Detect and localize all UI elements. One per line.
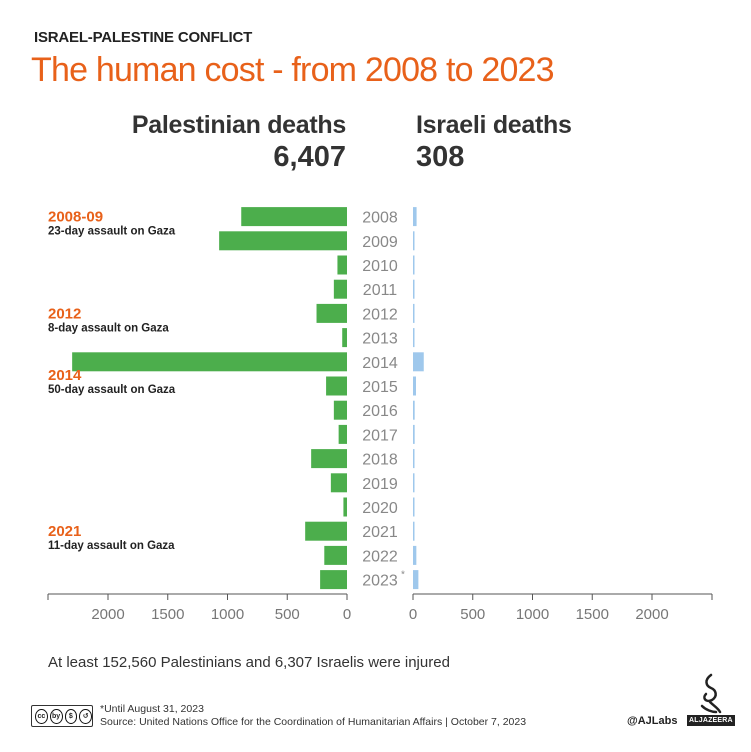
year-label: 2022 bbox=[362, 548, 398, 565]
israeli-bar bbox=[413, 449, 415, 469]
israeli-bar bbox=[413, 545, 417, 565]
israeli-bar bbox=[413, 497, 415, 517]
palestinian-bar bbox=[333, 279, 347, 299]
kicker: ISRAEL-PALESTINE CONFLICT bbox=[34, 29, 253, 46]
left-axis-tick-label: 0 bbox=[343, 606, 351, 623]
headline: The human cost - from 2008 to 2023 bbox=[31, 51, 555, 89]
right-axis-tick-label: 2000 bbox=[635, 606, 668, 623]
israeli-bar bbox=[413, 303, 415, 323]
israeli-total: 308 bbox=[416, 141, 465, 173]
israeli-bar bbox=[413, 521, 415, 541]
year-label: 2008 bbox=[362, 210, 398, 227]
butterfly-chart: 2008 2009 2010 2011 2012 2013 2014 2015 2016 2017… bbox=[47, 207, 713, 623]
left-axis-tick-label: 1000 bbox=[211, 606, 244, 623]
palestinian-bar bbox=[305, 521, 347, 541]
annotation-text: 8-day assault on Gaza bbox=[48, 322, 169, 334]
creative-commons-icon: cc by $ ↺ bbox=[31, 705, 93, 727]
brand-wordmark: ALJAZEERA bbox=[687, 715, 735, 726]
israeli-bar bbox=[413, 279, 415, 299]
year-label: 2016 bbox=[362, 403, 398, 420]
year-label: 2019 bbox=[362, 476, 398, 493]
left-axis-tick-label: 1500 bbox=[151, 606, 184, 623]
annotation-text: 23-day assault on Gaza bbox=[48, 226, 176, 238]
credit: @AJLabs bbox=[627, 715, 678, 727]
year-label: 2015 bbox=[362, 379, 398, 396]
year-label: 2017 bbox=[362, 427, 398, 444]
annotation-year: 2014 bbox=[48, 367, 82, 384]
israeli-header-label: Israeli deaths bbox=[416, 111, 572, 139]
israeli-bar bbox=[413, 328, 415, 348]
year-marker: * bbox=[401, 570, 405, 581]
source: Source: United Nations Office for the Co… bbox=[100, 716, 527, 728]
israeli-bar bbox=[413, 424, 415, 444]
right-axis-tick-label: 1000 bbox=[516, 606, 549, 623]
year-label: 2020 bbox=[362, 500, 398, 517]
israeli-bar bbox=[413, 255, 415, 275]
palestinian-bar bbox=[241, 207, 347, 227]
year-label: 2011 bbox=[363, 282, 398, 299]
aljazeera-logo-icon bbox=[700, 673, 722, 714]
year-label: 2013 bbox=[362, 331, 398, 348]
year-label: 2014 bbox=[362, 355, 398, 372]
israeli-bar bbox=[413, 231, 415, 251]
israeli-bar bbox=[413, 570, 419, 590]
palestinian-bar bbox=[320, 570, 347, 590]
palestinian-bar bbox=[326, 376, 347, 396]
year-label: 2010 bbox=[362, 258, 398, 275]
israeli-bar bbox=[413, 473, 415, 493]
palestinian-bar bbox=[324, 545, 347, 565]
israeli-header: Israeli deaths 308 bbox=[416, 110, 572, 174]
annotation-text: 50-day assault on Gaza bbox=[48, 384, 176, 396]
annotation-year: 2012 bbox=[48, 305, 81, 322]
year-label: 2012 bbox=[362, 306, 398, 323]
israeli-bar bbox=[413, 207, 417, 227]
palestinian-bar bbox=[337, 255, 347, 275]
palestinian-bar bbox=[311, 449, 347, 469]
palestinian-bar bbox=[72, 352, 348, 372]
palestinian-total: 6,407 bbox=[273, 141, 346, 173]
palestinian-bar bbox=[333, 400, 347, 420]
injured-note: At least 152,560 Palestinians and 6,307 … bbox=[48, 654, 450, 671]
left-axis-tick-label: 500 bbox=[275, 606, 300, 623]
right-axis-tick-label: 0 bbox=[409, 606, 417, 623]
cc-icon: cc bbox=[35, 708, 48, 724]
palestinian-bar bbox=[316, 303, 347, 323]
palestinian-bar bbox=[342, 328, 347, 348]
year-label: 2021 bbox=[362, 524, 398, 541]
palestinian-header: Palestinian deaths 6,407 bbox=[132, 110, 346, 174]
year-label: 2009 bbox=[362, 234, 398, 251]
israeli-bar bbox=[413, 376, 416, 396]
footnote: *Until August 31, 2023 bbox=[100, 703, 204, 715]
annotation-text: 11-day assault on Gaza bbox=[48, 540, 175, 552]
year-label: 2018 bbox=[362, 452, 398, 469]
palestinian-header-label: Palestinian deaths bbox=[131, 111, 346, 139]
palestinian-bar bbox=[330, 473, 347, 493]
palestinian-bar bbox=[219, 231, 347, 251]
by-icon: by bbox=[49, 708, 63, 724]
left-axis-tick-label: 2000 bbox=[91, 606, 124, 623]
palestinian-bar bbox=[343, 497, 347, 517]
right-axis-tick-label: 500 bbox=[460, 606, 485, 623]
israeli-bar bbox=[413, 352, 424, 372]
sa-icon: ↺ bbox=[79, 708, 92, 724]
nc-icon: $ bbox=[64, 708, 78, 724]
israeli-bar bbox=[413, 400, 415, 420]
year-label: 2023 bbox=[362, 573, 398, 590]
palestinian-bar bbox=[338, 424, 347, 444]
annotation-year: 2021 bbox=[48, 523, 81, 540]
right-axis-tick-label: 1500 bbox=[576, 606, 609, 623]
annotation-year: 2008-09 bbox=[48, 209, 103, 226]
